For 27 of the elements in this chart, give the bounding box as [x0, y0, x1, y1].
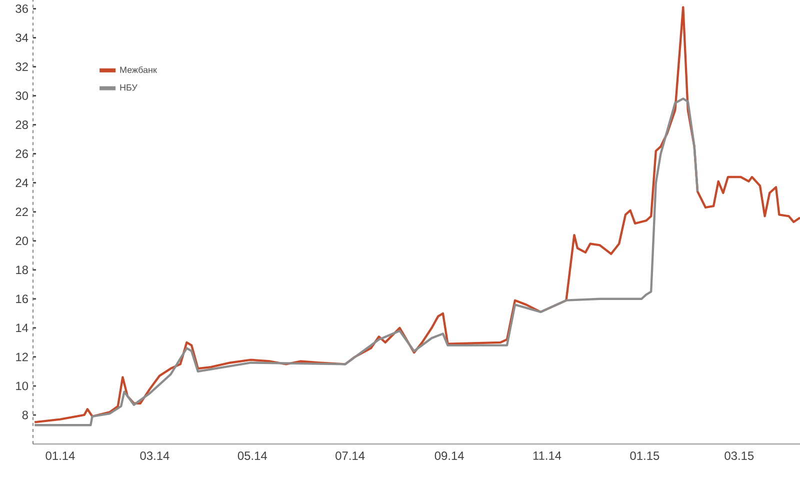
x-tick-label: 09.14: [434, 452, 464, 460]
y-tick-label: 24: [16, 178, 28, 187]
x-tick-label: 01.14: [46, 452, 75, 460]
y-tick-label: 10: [16, 382, 28, 390]
x-tick-label: 11.14: [533, 452, 562, 460]
y-tick-label: 16: [16, 294, 28, 304]
y-tick-label: 12: [16, 352, 28, 362]
y-tick-label: 8: [22, 410, 28, 420]
y-tick-label: 20: [16, 236, 28, 246]
y-tick-label: 26: [16, 150, 28, 158]
y-tick-label: 18: [16, 266, 28, 274]
y-tick-label: 32: [16, 62, 28, 71]
line-series: [34, 98, 699, 426]
x-tick-label: 07.14: [336, 452, 365, 460]
legend-label: Межбанк: [120, 66, 157, 73]
x-tick-label: 05.14: [238, 452, 267, 460]
line-series: [34, 6, 800, 424]
x-tick-label: 03.15: [724, 452, 754, 460]
y-tick-label: 22: [16, 208, 28, 216]
x-tick-label: 01.15: [630, 452, 660, 460]
y-tick-label: 28: [16, 120, 28, 129]
y-tick-label: 34: [16, 33, 28, 42]
y-tick-label: 14: [16, 324, 28, 332]
x-tick-label: 03.14: [140, 452, 170, 460]
y-tick-label: 36: [16, 4, 28, 13]
legend-label: НБУ: [120, 84, 138, 91]
y-tick-label: 30: [16, 92, 28, 100]
